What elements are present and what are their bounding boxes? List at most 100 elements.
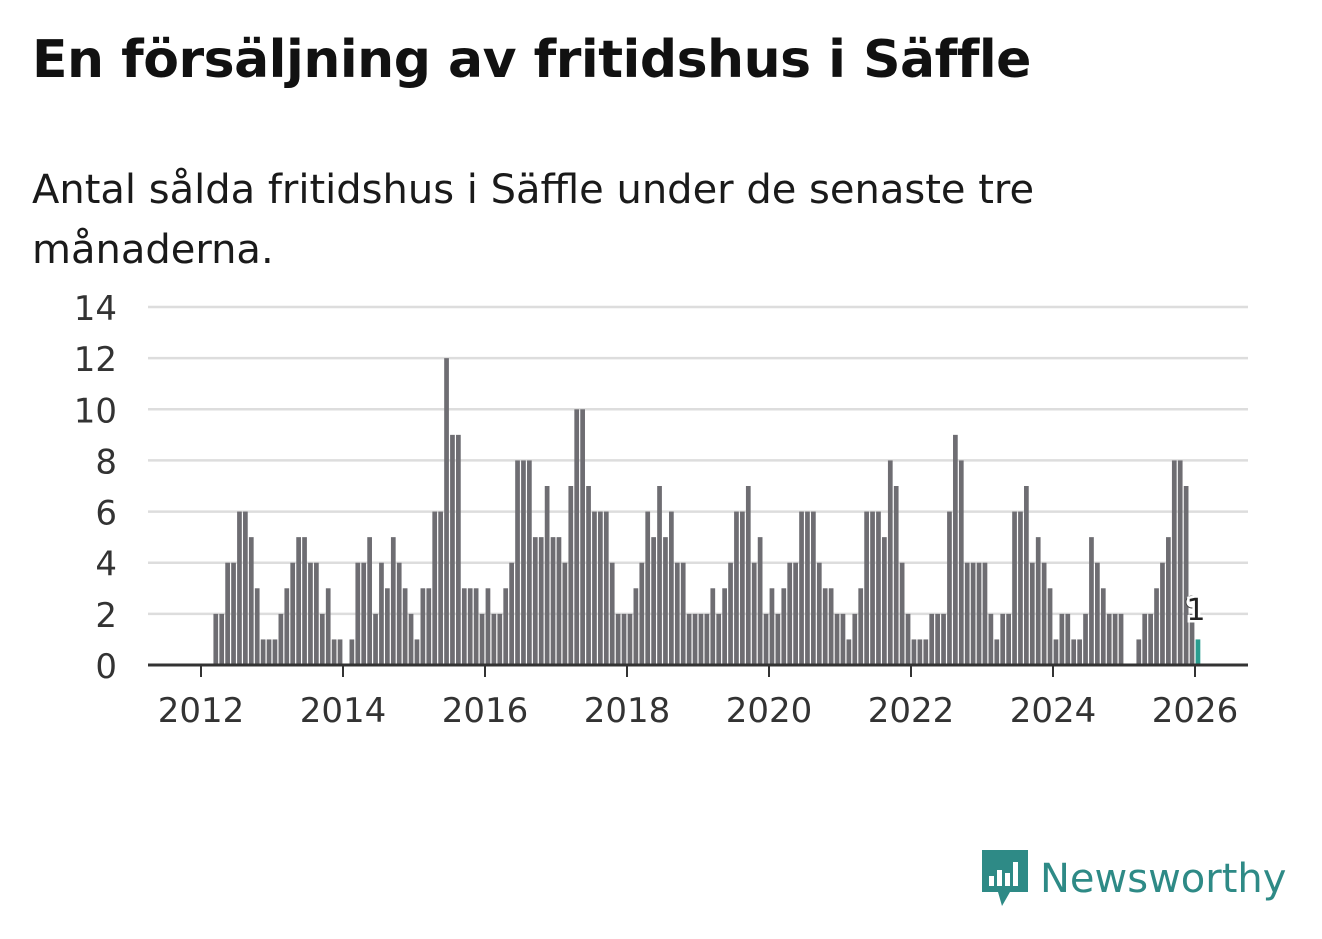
bar	[1136, 639, 1142, 665]
bar	[254, 588, 260, 665]
bar-chart: 0 2 4 6 8 10 12 14 2012 2014 2016 2018 2020 2022 2024…	[74, 289, 1248, 731]
bar	[485, 588, 491, 665]
gridlines	[148, 305, 1248, 616]
y-tick-label: 8	[95, 442, 117, 482]
bar	[532, 537, 538, 665]
bar	[686, 613, 692, 665]
bar	[562, 562, 568, 665]
bar	[716, 613, 722, 665]
bar	[272, 639, 278, 665]
bar	[1059, 613, 1065, 665]
bar	[763, 613, 769, 665]
bar	[598, 511, 603, 665]
chart-title: En försäljning av fritidshus i Säffle	[32, 30, 1031, 90]
bar	[674, 562, 680, 665]
bar	[509, 562, 514, 665]
bar	[414, 639, 420, 665]
y-tick-label: 10	[74, 391, 117, 431]
bar	[639, 562, 645, 665]
bar	[1047, 588, 1053, 665]
bar	[438, 511, 443, 665]
bar	[846, 639, 852, 665]
bar	[929, 613, 935, 665]
bar	[953, 434, 958, 665]
bar	[964, 562, 970, 665]
x-tick-label: 2012	[158, 691, 245, 731]
bar	[982, 562, 988, 665]
bar	[1095, 562, 1100, 665]
bar	[355, 562, 361, 665]
bar	[1112, 613, 1118, 665]
bar	[290, 562, 296, 665]
bar	[1029, 562, 1035, 665]
bar	[1065, 613, 1071, 665]
bar	[284, 588, 290, 665]
bar	[864, 511, 869, 665]
bar	[1041, 562, 1047, 665]
bar	[799, 511, 804, 665]
bar	[870, 511, 875, 665]
bar	[450, 434, 455, 665]
bar	[444, 358, 449, 665]
bar	[432, 511, 438, 665]
bar	[698, 613, 704, 665]
bar	[1177, 460, 1183, 665]
bar	[515, 460, 520, 665]
bar	[822, 588, 828, 665]
bar	[627, 613, 633, 665]
bar	[745, 486, 751, 665]
bar	[704, 613, 710, 665]
bar	[497, 613, 503, 665]
highlight-value-label: 1	[1186, 593, 1205, 628]
bar	[740, 511, 745, 665]
bar	[586, 486, 591, 665]
bar	[556, 537, 562, 665]
bar	[923, 639, 929, 665]
bar	[1012, 511, 1017, 665]
bar	[769, 588, 775, 665]
bar	[467, 588, 473, 665]
bar	[941, 613, 946, 665]
bar	[296, 537, 301, 665]
chart-subtitle: Antal sålda fritidshus i Säffle under de…	[32, 167, 1035, 273]
bar	[728, 562, 733, 665]
bar	[1077, 639, 1082, 665]
bar	[680, 562, 686, 665]
bar	[958, 460, 964, 665]
bar	[976, 562, 982, 665]
bar	[503, 588, 509, 665]
bar	[1106, 613, 1112, 665]
bar	[935, 613, 940, 665]
bar	[816, 562, 822, 665]
bar	[787, 562, 793, 665]
bar	[1171, 460, 1177, 665]
bar	[278, 613, 284, 665]
bar	[1071, 639, 1077, 665]
bar	[544, 486, 550, 665]
bar	[657, 486, 662, 665]
bar	[373, 613, 378, 665]
y-tick-label: 2	[95, 596, 117, 636]
bar	[757, 537, 763, 665]
bar	[1035, 537, 1041, 665]
brand-logo: Newsworthy	[980, 848, 1286, 910]
bar	[1000, 613, 1006, 665]
x-tick-label: 2020	[726, 691, 813, 731]
bar	[899, 562, 905, 665]
bar	[266, 639, 272, 665]
bar	[811, 511, 816, 665]
bar	[408, 613, 414, 665]
y-tick-label: 6	[95, 494, 117, 534]
bar	[337, 639, 343, 665]
bar	[828, 588, 834, 665]
bar	[473, 588, 479, 665]
bar	[805, 511, 810, 665]
bar	[663, 537, 668, 665]
bar	[568, 486, 574, 665]
bar	[1148, 613, 1153, 665]
bar	[858, 588, 864, 665]
bar	[988, 613, 994, 665]
y-tick-label: 0	[95, 647, 117, 687]
bar	[592, 511, 597, 665]
bar	[1160, 562, 1165, 665]
